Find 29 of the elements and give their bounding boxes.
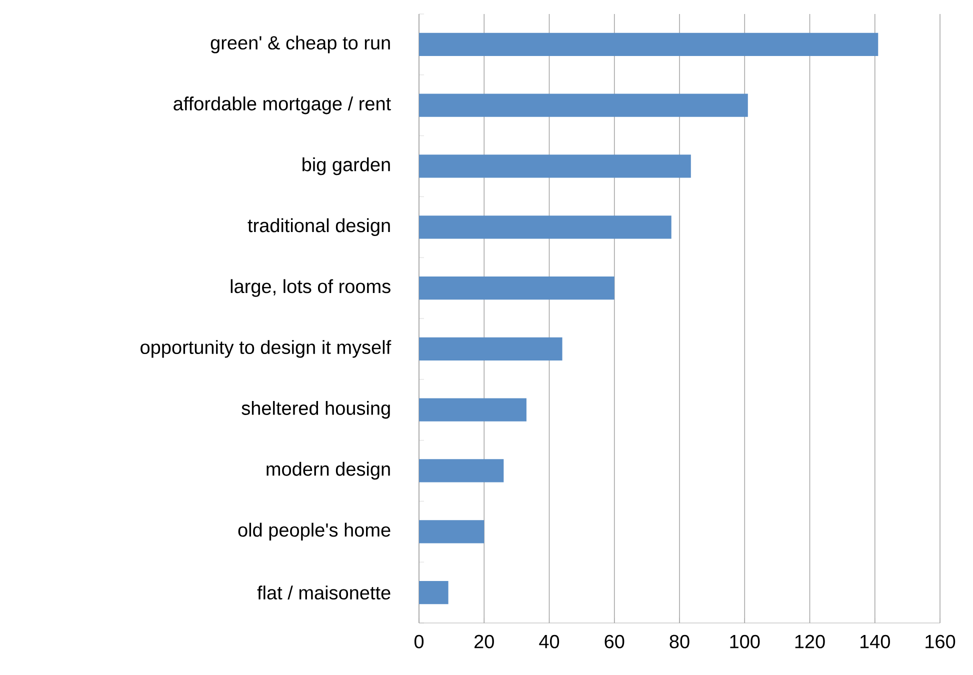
- x-tick-label: 60: [604, 634, 624, 648]
- y-tick-label: modern design: [266, 462, 390, 480]
- y-tick-label: flat / maisonette: [257, 586, 390, 600]
- y-tick-label: large, lots of rooms: [230, 279, 390, 297]
- x-tick-label: 20: [474, 634, 494, 648]
- x-tick-label: 160: [926, 634, 956, 648]
- bar: [419, 94, 748, 117]
- bar: [419, 520, 484, 544]
- bar: [419, 32, 878, 56]
- x-tick-label: 0: [414, 634, 424, 648]
- bar: [419, 459, 504, 482]
- bar: [419, 580, 448, 604]
- y-tick-label: affordable mortgage / rent: [174, 96, 391, 114]
- y-tick-label: opportunity to design it myself: [140, 340, 392, 358]
- bar: [419, 216, 672, 239]
- y-tick-label: big garden: [302, 157, 390, 176]
- bar: [419, 154, 691, 178]
- x-tick-label: 140: [860, 634, 890, 648]
- bar: [419, 276, 614, 300]
- y-tick-label: green' & cheap to run: [210, 36, 390, 54]
- x-tick-label: 40: [539, 634, 560, 648]
- y-tick-label: sheltered housing: [242, 400, 390, 419]
- x-tick-label: 100: [730, 634, 760, 648]
- bar: [419, 337, 562, 361]
- y-tick-label: traditional design: [248, 218, 390, 236]
- x-tick-label: 80: [670, 634, 690, 648]
- x-tick-label: 120: [795, 634, 825, 648]
- bar: [419, 398, 526, 422]
- y-tick-label: old people's home: [238, 522, 390, 540]
